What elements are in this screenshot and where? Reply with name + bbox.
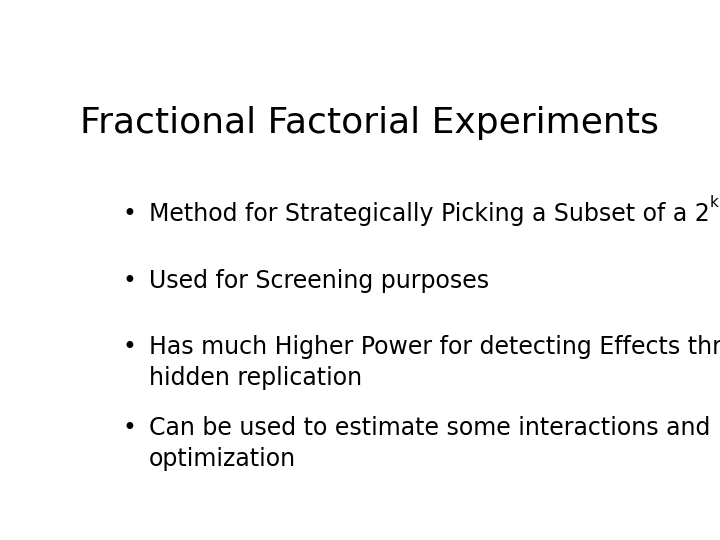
Text: Used for Screening purposes: Used for Screening purposes [148,268,489,293]
Text: Can be used to estimate some interactions and limited
optimization: Can be used to estimate some interaction… [148,416,720,471]
Text: •: • [122,202,136,226]
Text: Fractional Factorial Experiments: Fractional Factorial Experiments [80,106,658,140]
Text: Design: Design [719,202,720,226]
Text: Has much Higher Power for detecting Effects through
hidden replication: Has much Higher Power for detecting Effe… [148,335,720,390]
Text: k: k [709,194,719,210]
Text: •: • [122,335,136,359]
Text: •: • [122,416,136,440]
Text: Method for Strategically Picking a Subset of a 2: Method for Strategically Picking a Subse… [148,202,709,226]
Text: •: • [122,268,136,293]
